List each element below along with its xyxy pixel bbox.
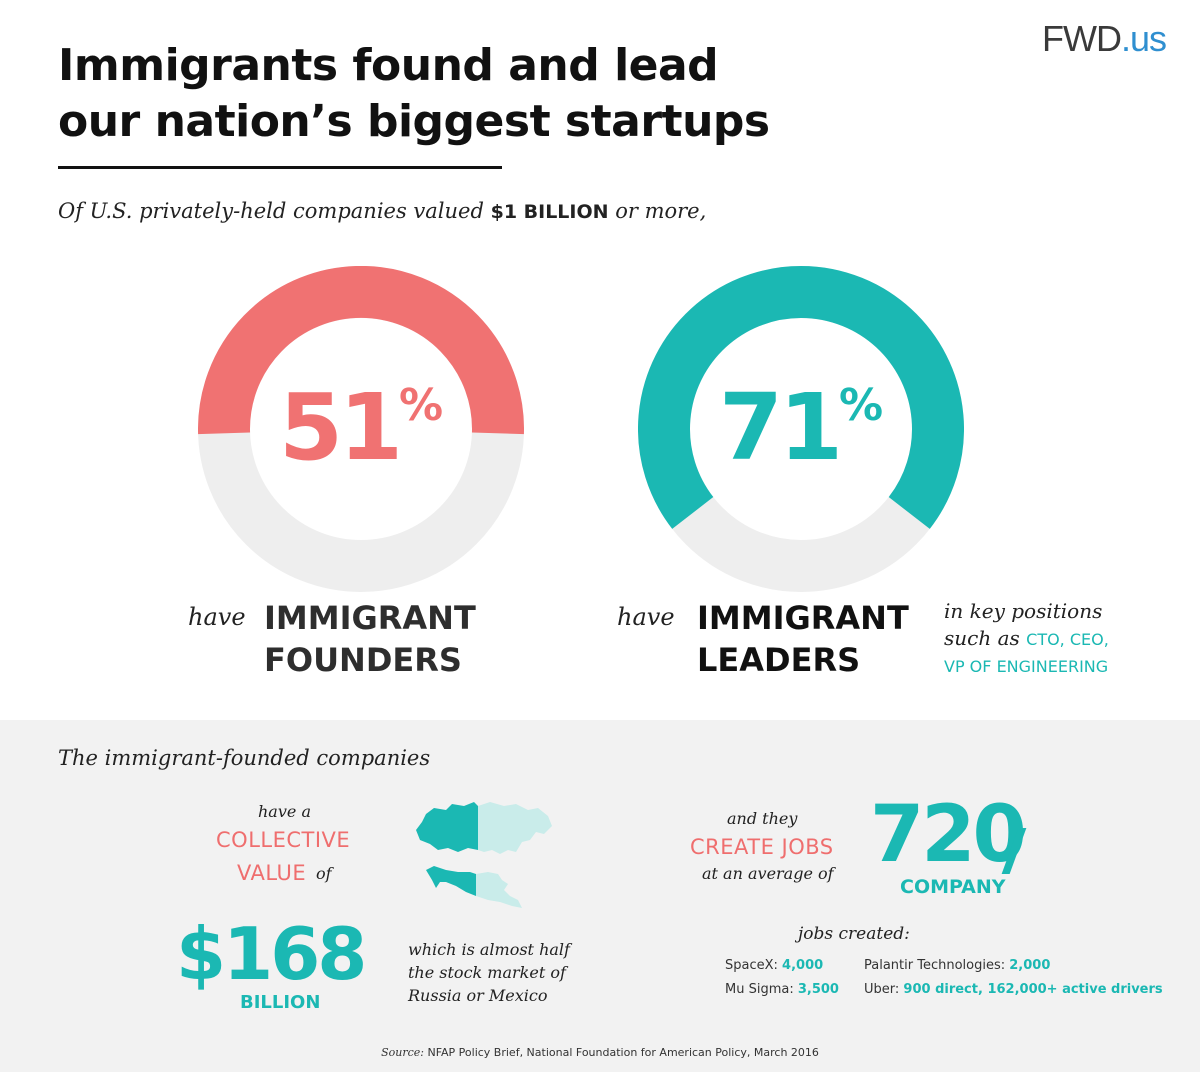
job-company-value: 4,000 — [782, 958, 824, 973]
job-item-spacex: SpaceX: 4,000 — [725, 958, 823, 973]
key-positions-line-1: in key positions — [944, 599, 1103, 623]
intro-suffix: or more, — [608, 199, 707, 223]
founders-donut-unit: % — [398, 380, 444, 431]
source-citation: Source: NFAP Policy Brief, National Foun… — [0, 1046, 1200, 1059]
of-text: of — [316, 864, 332, 883]
founders-donut-number: 51 — [278, 374, 403, 481]
founders-donut-arc — [198, 266, 524, 435]
collective-text: COLLECTIVE — [216, 828, 351, 852]
title-underline — [58, 166, 502, 169]
leaders-donut-number: 71 — [718, 374, 843, 481]
founders-donut-chart: 51% — [198, 266, 524, 592]
founders-donut-value: 51% — [198, 374, 524, 481]
job-company-name: Palantir Technologies: — [864, 958, 1006, 973]
comparison-line-1: which is almost half — [408, 940, 570, 959]
founders-label-line-1: IMMIGRANT — [264, 599, 476, 637]
key-positions-such-as: such as — [944, 626, 1027, 650]
create-jobs-text: CREATE JOBS — [690, 835, 834, 859]
leaders-donut-svg — [638, 266, 964, 592]
mexico-shape-left — [426, 866, 476, 896]
title-line-2: our nation’s biggest startups — [58, 96, 770, 147]
russia-shape-left — [416, 802, 478, 852]
at-average-text: at an average of — [702, 864, 834, 883]
founders-have-text: have — [188, 603, 246, 631]
key-positions-note: in key positions such as CTO, CEO, VP OF… — [944, 598, 1109, 680]
leaders-donut-value: 71% — [638, 374, 964, 481]
job-company-value: 900 direct, 162,000+ active drivers — [903, 982, 1163, 997]
job-company-name: Mu Sigma: — [725, 982, 794, 997]
job-company-name: Uber: — [864, 982, 900, 997]
leaders-donut-unit: % — [838, 380, 884, 431]
job-item-mu-sigma: Mu Sigma: 3,500 — [725, 982, 839, 997]
fwd-us-logo: FWD.us — [1042, 18, 1167, 60]
comparison-line-3: Russia or Mexico — [408, 986, 548, 1005]
key-positions-roles-2: VP OF ENGINEERING — [944, 657, 1109, 676]
key-positions-roles: CTO, CEO, — [1026, 630, 1109, 649]
job-company-value: 2,000 — [1009, 958, 1051, 973]
have-a-text: have a — [258, 802, 311, 821]
stock-market-comparison: which is almost half the stock market of… — [408, 938, 588, 1007]
founders-label-line-2: FOUNDERS — [264, 641, 462, 679]
leaders-donut-chart: 71% — [638, 266, 964, 592]
and-they-text: and they — [727, 809, 798, 828]
job-item-uber: Uber: 900 direct, 162,000+ active driver… — [864, 982, 1163, 997]
jobs-created-heading: jobs created: — [798, 924, 910, 944]
logo-suffix: .us — [1120, 18, 1167, 59]
per-company-text: COMPANY — [900, 876, 1006, 898]
source-label: Source: — [381, 1046, 424, 1059]
map-svg — [416, 802, 552, 908]
mexico-shape-right — [476, 872, 522, 908]
intro-highlight: $1 BILLION — [490, 201, 609, 223]
founders-label: IMMIGRANT FOUNDERS — [264, 597, 476, 681]
founders-donut-svg — [198, 266, 524, 592]
collective-value-unit: BILLION — [240, 992, 321, 1013]
source-text: NFAP Policy Brief, National Foundation f… — [423, 1046, 819, 1059]
page-title: Immigrants found and lead our nation’s b… — [58, 38, 958, 150]
bottom-intro-text: The immigrant-founded companies — [58, 746, 431, 770]
bottom-panel — [0, 720, 1200, 1072]
leaders-donut-arc — [638, 266, 964, 529]
intro-prefix: Of U.S. privately-held companies valued — [58, 199, 491, 223]
leaders-label: IMMIGRANT LEADERS — [697, 597, 909, 681]
job-item-palantir: Palantir Technologies: 2,000 — [864, 958, 1050, 973]
comparison-line-2: the stock market of — [408, 963, 566, 982]
leaders-label-line-2: LEADERS — [697, 641, 861, 679]
collective-value-amount: $168 — [176, 912, 367, 996]
leaders-have-text: have — [617, 603, 675, 631]
russia-shape-right — [478, 802, 552, 854]
intro-text: Of U.S. privately-held companies valued … — [58, 199, 706, 223]
logo-brand: FWD — [1042, 18, 1122, 59]
title-line-1: Immigrants found and lead — [58, 40, 719, 91]
leaders-label-line-1: IMMIGRANT — [697, 599, 909, 637]
value-text: VALUE — [237, 861, 307, 885]
jobs-average-number: 720 — [870, 790, 1027, 880]
job-company-value: 3,500 — [797, 982, 839, 997]
russia-mexico-map-icon — [412, 800, 560, 910]
job-company-name: SpaceX: — [725, 958, 778, 973]
